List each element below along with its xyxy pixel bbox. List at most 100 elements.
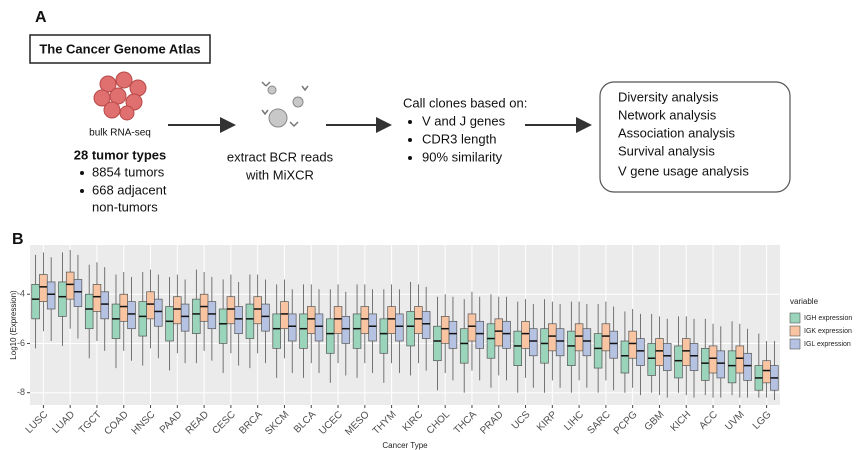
box	[333, 306, 343, 334]
x-tick-label: UVM	[723, 409, 747, 433]
box	[307, 306, 316, 334]
box	[727, 350, 737, 384]
bcr-icon	[261, 81, 309, 128]
box	[540, 328, 549, 364]
box	[218, 308, 228, 344]
box	[421, 311, 431, 339]
x-tick-label: UCEC	[317, 409, 345, 437]
box	[326, 318, 335, 354]
x-tick-label: BLCA	[292, 409, 318, 435]
x-tick-label: PAAD	[158, 409, 185, 436]
legend-label: IGL expression	[804, 341, 851, 348]
x-tick-label: THCA	[452, 409, 479, 436]
box	[440, 316, 450, 344]
box	[682, 338, 691, 366]
x-tick-label: TGCT	[77, 409, 104, 436]
source-box	[29, 34, 211, 64]
box	[689, 343, 699, 371]
sample-line: non-tumors	[92, 199, 158, 214]
box	[467, 313, 477, 342]
box	[459, 328, 469, 364]
box	[762, 360, 771, 384]
box	[395, 313, 404, 342]
y-tick-label: -6	[17, 338, 25, 348]
bullet	[408, 156, 412, 160]
bullet	[408, 138, 412, 142]
box	[406, 311, 415, 347]
extract-line: with MiXCR	[245, 167, 314, 182]
box	[743, 352, 752, 381]
legend-label: IGK expression	[804, 328, 852, 335]
box	[368, 313, 377, 342]
box	[379, 318, 389, 354]
box	[119, 293, 128, 322]
x-tick-label: ACC	[697, 409, 720, 432]
x-tick-label: UCS	[510, 409, 533, 432]
extract-line: extract BCR reads	[227, 149, 334, 164]
box	[65, 271, 75, 300]
x-axis-label: Cancer Type	[382, 441, 428, 450]
x-tick-label: CESC	[210, 409, 237, 436]
x-tick-label: LIHC	[562, 409, 586, 433]
source-title: The Cancer Genome Atlas	[39, 41, 200, 56]
box	[314, 313, 324, 342]
box	[31, 284, 40, 320]
legend-label: IGH expression	[804, 315, 852, 322]
box	[555, 328, 565, 357]
box	[486, 323, 496, 359]
box	[261, 303, 270, 332]
analysis: Diversity analysis	[618, 89, 719, 104]
x-tick-label: READ	[184, 409, 211, 436]
box	[46, 281, 56, 310]
box	[716, 350, 726, 379]
x-tick-label: SKCM	[263, 409, 291, 437]
box	[165, 306, 174, 342]
legend-swatch	[789, 312, 801, 324]
x-tick-label: KIRP	[535, 409, 560, 434]
box	[192, 298, 201, 334]
x-tick-label: LGG	[751, 409, 774, 432]
box	[601, 323, 611, 352]
x-tick-label: MESO	[343, 409, 372, 438]
box	[341, 316, 351, 344]
tumor-types: 28 tumor types	[74, 147, 166, 162]
legend-title: variable	[790, 297, 819, 306]
sample-line: 668 adjacent	[92, 182, 167, 197]
bullet	[80, 189, 84, 193]
box	[593, 333, 603, 369]
box	[502, 320, 511, 349]
box	[628, 330, 637, 359]
sample-line: 8854 tumors	[92, 164, 165, 179]
box	[708, 345, 718, 374]
clone-criterion: V and J genes	[422, 113, 506, 128]
x-tick-label: BRCA	[237, 409, 265, 437]
box	[207, 301, 217, 330]
clone-title: Call clones based on:	[403, 95, 527, 110]
box	[299, 313, 308, 349]
box	[226, 296, 236, 325]
box	[636, 338, 645, 366]
y-axis-label: Log10 (Expression)	[9, 290, 18, 360]
box	[655, 338, 664, 366]
box	[92, 284, 102, 312]
box	[234, 306, 243, 334]
x-tick-label: THYM	[371, 409, 399, 437]
box	[352, 313, 362, 349]
box	[574, 323, 584, 352]
x-tick-label: PRAD	[478, 409, 505, 436]
x-tick-label: LUAD	[51, 409, 78, 436]
x-tick-label: CHOL	[425, 409, 453, 437]
box	[609, 330, 618, 359]
box	[414, 306, 423, 334]
box	[58, 281, 67, 317]
box	[582, 328, 592, 357]
box	[146, 291, 155, 320]
box	[287, 313, 297, 342]
box	[567, 330, 576, 366]
box	[548, 323, 557, 352]
x-tick-label: KICH	[669, 409, 694, 434]
clone-criterion: CDR3 length	[422, 131, 496, 146]
y-tick-label: -4	[17, 289, 25, 299]
box	[387, 306, 396, 334]
